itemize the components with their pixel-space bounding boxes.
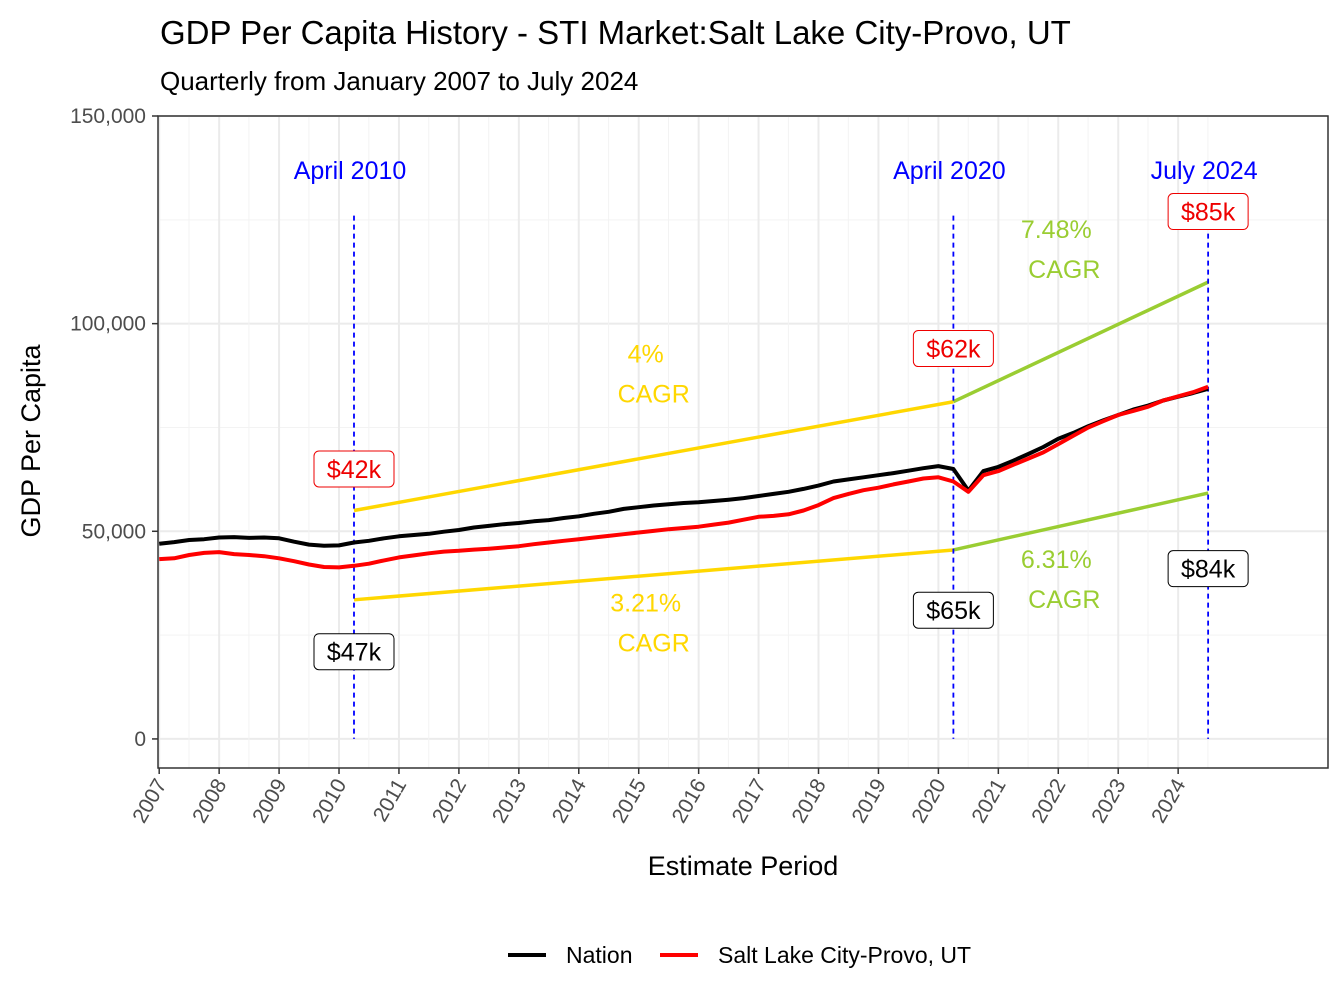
x-tick-label: 2014: [548, 775, 591, 827]
cagr-percent: 3.21%: [610, 590, 681, 618]
y-tick-label: 150,000: [70, 105, 146, 128]
x-tick-label: 2016: [668, 775, 711, 827]
value-label: $85k: [1181, 199, 1236, 227]
value-label-box: [1167, 550, 1249, 588]
reference-lines: [353, 215, 1210, 739]
y-tick-label: 0: [134, 728, 146, 751]
x-tick-label: 2021: [967, 775, 1010, 827]
x-tick-label: 2024: [1147, 775, 1190, 827]
cagr-percent: 4%: [628, 340, 664, 368]
cagr-word: CAGR: [1028, 256, 1100, 284]
value-label-box: [313, 450, 395, 488]
x-tick-label: 2022: [1027, 775, 1070, 827]
reference-label: July 2024: [1151, 157, 1258, 185]
x-tick-label: 2018: [788, 775, 831, 827]
reference-label: April 2010: [294, 157, 407, 185]
cagr-word: CAGR: [618, 380, 690, 408]
x-tick-label: 2013: [488, 775, 531, 827]
x-tick-label: 2015: [608, 775, 651, 827]
value-label-box: [1167, 193, 1249, 231]
x-tick-label: 2023: [1087, 775, 1130, 827]
x-tick-label: 2020: [907, 775, 950, 827]
reference-label: April 2020: [893, 157, 1006, 185]
x-tick-label: 2019: [848, 775, 891, 827]
x-tick-label: 2009: [248, 775, 291, 827]
x-tick-label: 2008: [188, 775, 231, 827]
cagr-percent: 7.48%: [1021, 216, 1092, 244]
x-tick-label: 2007: [128, 775, 171, 827]
chart-title: GDP Per Capita History - STI Market:Salt…: [160, 14, 1071, 51]
plot-border: [157, 115, 1329, 769]
trend-line-upper-2020-2024: [952, 280, 1209, 404]
x-axis: 2007 2008 2009 2010 2011 2012 2013 2014 2015 2016…: [128, 768, 1191, 827]
x-tick-label: 2012: [428, 775, 471, 827]
trend-line-lower-2010-2020: [353, 548, 954, 602]
y-tick-label: 50,000: [82, 520, 146, 543]
cagr-word: CAGR: [1028, 586, 1100, 614]
x-tick-label: 2011: [369, 775, 412, 826]
y-axis: 0 50,000 100,000 150,000: [70, 105, 158, 751]
trend-line-lower-2020-2024: [953, 491, 1209, 552]
series-line-salt-lake-city: [159, 384, 1209, 570]
value-label: $62k: [926, 336, 981, 364]
legend-label-salt-lake-city: Salt Lake City-Provo, UT: [718, 942, 971, 968]
value-label: $47k: [327, 639, 382, 667]
x-axis-title: Estimate Period: [648, 851, 839, 881]
y-axis-title: GDP Per Capita: [16, 343, 46, 537]
legend: Nation Salt Lake City-Provo, UT: [508, 942, 971, 968]
value-label-box: [313, 633, 395, 671]
series-line-nation: [158, 386, 1209, 548]
value-label: $65k: [926, 597, 981, 625]
value-label: $84k: [1181, 556, 1236, 584]
value-label: $42k: [327, 456, 382, 484]
cagr-percent: 6.31%: [1021, 546, 1092, 574]
value-label-box: [912, 330, 994, 368]
x-tick-label: 2017: [728, 775, 771, 827]
legend-label-nation: Nation: [566, 942, 632, 968]
cagr-word: CAGR: [618, 630, 690, 658]
value-label-box: [912, 591, 994, 629]
data-series: [158, 384, 1209, 570]
trend-lines: [353, 280, 1209, 602]
y-tick-label: 100,000: [70, 313, 146, 336]
trend-line-upper-2010-2020: [353, 399, 954, 513]
chart-subtitle: Quarterly from January 2007 to July 2024: [160, 66, 638, 96]
x-tick-label: 2010: [308, 775, 351, 827]
annotations: April 2010 April 2020 July 2024 4% CAGR 3.21%…: [294, 157, 1258, 671]
